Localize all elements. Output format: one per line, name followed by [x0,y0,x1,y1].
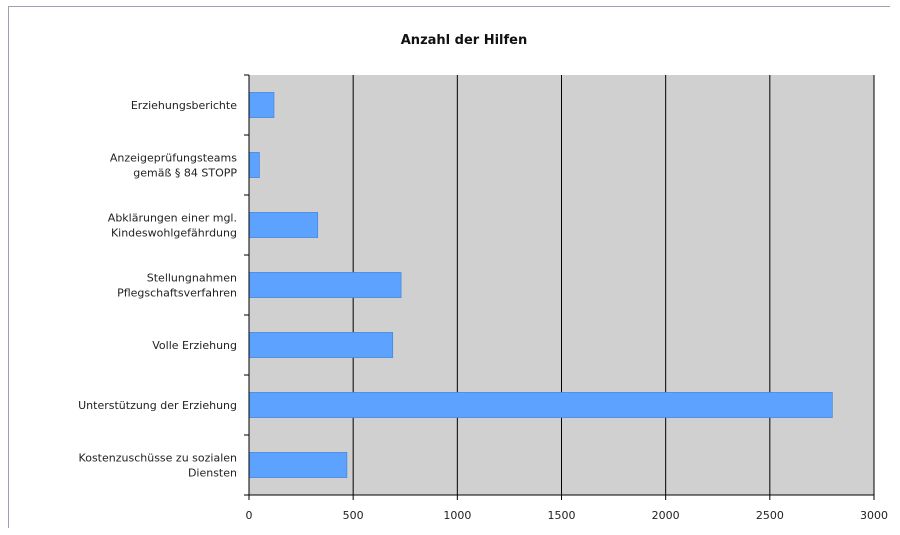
category-label: Abklärungen einer mgl. [108,212,237,225]
bar [248,212,319,238]
category-label: Kindeswohlgefährdung [111,227,237,240]
bars [248,92,833,478]
x-tick-label: 2000 [652,509,680,522]
category-label: Erziehungsberichte [131,99,237,112]
chart-frame: Anzahl der Hilfen Erziehungsberichte Anze… [8,6,890,528]
category-labels: Erziehungsberichte Anzeigeprüfungsteams ge… [78,99,237,480]
category-label: Unterstützung der Erziehung [78,399,237,412]
x-tick-label: 0 [246,509,253,522]
bar [248,392,833,418]
category-label: Stellungnahmen [147,272,237,285]
bar [248,272,402,298]
x-tick-label: 1500 [548,509,576,522]
x-tick-label: 500 [343,509,364,522]
grid-lines [352,75,875,495]
chart-title: Anzahl der Hilfen [401,33,527,48]
bar [248,152,260,178]
category-label: Anzeigeprüfungsteams [110,152,237,165]
bar [248,452,348,478]
bar [248,92,275,118]
category-label: Diensten [188,467,237,480]
category-label: Pflegschaftsverfahren [117,287,237,300]
axes [244,74,875,500]
x-tick-label: 3000 [860,509,888,522]
category-label: gemäß § 84 STOPP [133,167,237,180]
tick-labels: 0 500 1000 1500 2000 2500 3000 [246,509,889,522]
x-tick-label: 2500 [756,509,784,522]
bar-chart: Anzahl der Hilfen Erziehungsberichte Anze… [78,33,889,522]
category-label: Kostenzuschüsse zu sozialen [79,452,237,465]
bar [248,332,394,358]
x-tick-label: 1000 [443,509,471,522]
category-label: Volle Erziehung [152,339,237,352]
